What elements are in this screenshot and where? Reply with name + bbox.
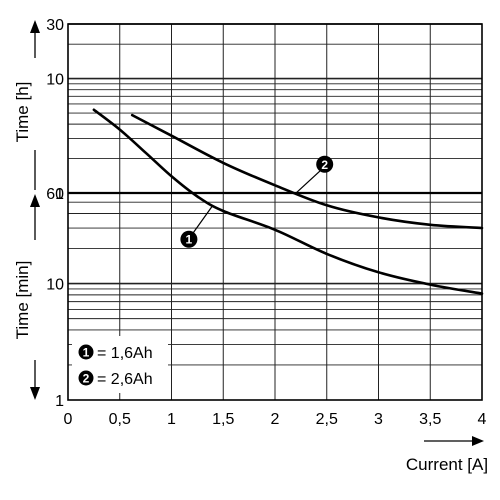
series-line-1 bbox=[92, 108, 484, 295]
callout-leader-1 bbox=[192, 204, 214, 234]
plot-frame bbox=[67, 23, 483, 401]
callout-marker-1 bbox=[180, 230, 198, 248]
y-tick-label-hours: 10 bbox=[46, 72, 64, 89]
x-tick-label: 0 bbox=[64, 411, 73, 428]
legend-marker-2 bbox=[78, 370, 94, 386]
y-tick-label-minutes: 1 bbox=[55, 393, 64, 410]
y-tick-label-hours: 1 bbox=[55, 186, 64, 203]
x-tick-label: 1,5 bbox=[212, 411, 234, 428]
x-tick-label: 2,5 bbox=[316, 411, 338, 428]
y-tick-label-minutes: 60 bbox=[46, 186, 64, 203]
legend-marker-2-label: 2 bbox=[83, 372, 90, 386]
grid bbox=[68, 23, 482, 400]
callout-leader-2 bbox=[295, 169, 322, 194]
y-axis-title-hours: Time [h] bbox=[13, 82, 32, 143]
legend: 1 = 1,6Ah 2 = 2,6Ah bbox=[72, 336, 168, 393]
y-tick-label-minutes: 10 bbox=[46, 277, 64, 294]
x-axis-title: Current [A] bbox=[406, 455, 488, 474]
x-tick-label: 3,5 bbox=[419, 411, 441, 428]
y-axis-arrowhead-minutes bbox=[30, 194, 40, 207]
plot-border bbox=[67, 23, 483, 401]
y-axis-arrowhead-bottom bbox=[30, 387, 40, 400]
x-tick-label: 1 bbox=[167, 411, 176, 428]
y-axis-title-minutes: Time [min] bbox=[13, 261, 32, 340]
x-tick-label: 3 bbox=[374, 411, 383, 428]
series-line-2 bbox=[130, 113, 484, 230]
callout-marker-label-1: 1 bbox=[186, 233, 193, 247]
y-axis-arrowhead-hours bbox=[30, 20, 40, 33]
callouts: 12 bbox=[180, 155, 334, 248]
x-tick-label: 4 bbox=[478, 411, 487, 428]
legend-marker-1-label: 1 bbox=[83, 346, 90, 360]
callout-marker-2 bbox=[316, 155, 334, 173]
y-tick-label-hours: 30 bbox=[46, 17, 64, 34]
x-tick-label: 2 bbox=[271, 411, 280, 428]
series bbox=[92, 108, 484, 295]
x-axis-arrowhead bbox=[472, 436, 484, 446]
callout-marker-label-2: 2 bbox=[321, 158, 328, 172]
legend-label-1: = 1,6Ah bbox=[97, 345, 153, 362]
legend-item-1: 1 = 1,6Ah bbox=[78, 344, 153, 362]
legend-marker-1 bbox=[78, 344, 94, 360]
x-tick-label: 0,5 bbox=[109, 411, 131, 428]
legend-label-2: = 2,6Ah bbox=[97, 371, 153, 388]
legend-item-2: 2 = 2,6Ah bbox=[78, 370, 153, 388]
